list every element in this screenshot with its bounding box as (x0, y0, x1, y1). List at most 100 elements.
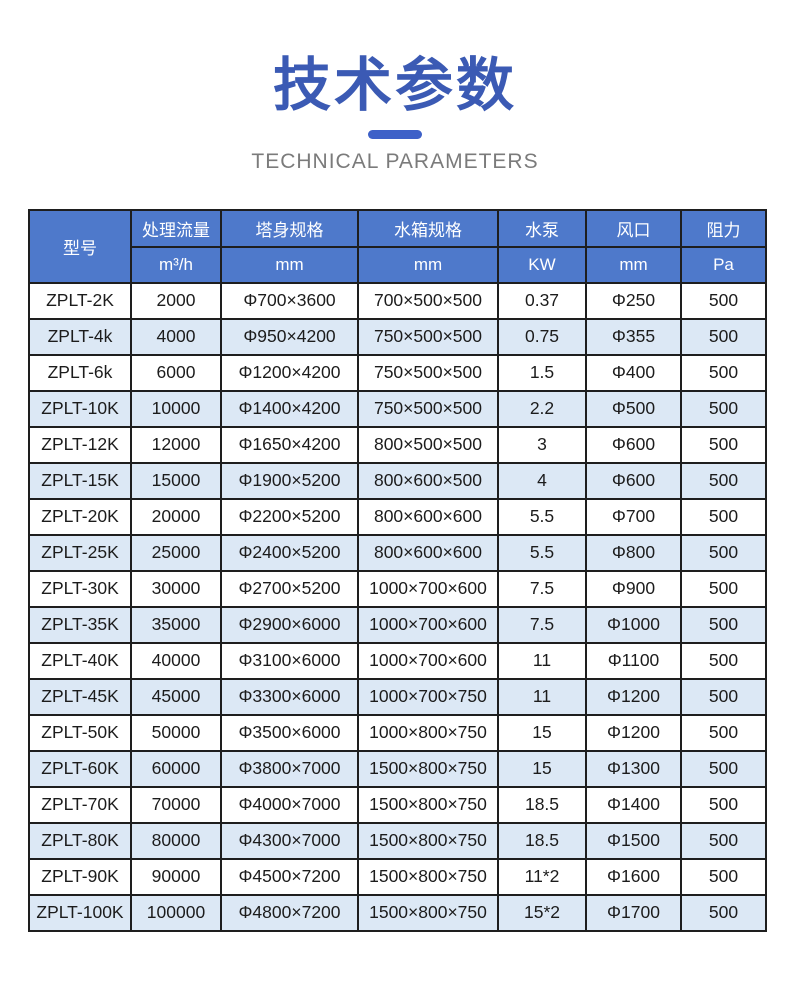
table-cell: ZPLT-20K (28, 497, 132, 536)
table-cell: Φ250 (585, 281, 682, 320)
parameters-table: 型号 处理流量 塔身规格 水箱规格 水泵 风口 阻力 m³/h mm mm KW… (28, 208, 767, 932)
table-cell: ZPLT-15K (28, 461, 132, 500)
table-row: ZPLT-10K 10000 Φ1400×4200 750×500×500 2.2 Φ50… (28, 389, 767, 428)
table-cell: 500 (680, 389, 767, 428)
table-cell: 500 (680, 569, 767, 608)
table-cell: ZPLT-10K (28, 389, 132, 428)
table-cell: 500 (680, 749, 767, 788)
table-cell: ZPLT-45K (28, 677, 132, 716)
table-cell: 100000 (130, 893, 222, 932)
table-cell: 1000×700×600 (357, 641, 499, 680)
table-cell: 500 (680, 317, 767, 356)
table-cell: Φ1700 (585, 893, 682, 932)
table-cell: 750×500×500 (357, 389, 499, 428)
table-cell: 750×500×500 (357, 317, 499, 356)
table-cell: ZPLT-40K (28, 641, 132, 680)
table-cell: 2000 (130, 281, 222, 320)
table-row: ZPLT-45K 45000 Φ3300×6000 1000×700×750 11 Φ12… (28, 677, 767, 716)
table-cell: 500 (680, 713, 767, 752)
table-row: ZPLT-4k 4000 Φ950×4200 750×500×500 0.75 Φ355 5… (28, 317, 767, 356)
table-cell: Φ400 (585, 353, 682, 392)
table-cell: Φ4300×7000 (220, 821, 359, 860)
table-cell: Φ1200 (585, 713, 682, 752)
table-cell: 800×500×500 (357, 425, 499, 464)
table-cell: 1500×800×750 (357, 785, 499, 824)
table-header: 型号 处理流量 塔身规格 水箱规格 水泵 风口 阻力 m³/h mm mm KW… (28, 208, 767, 284)
header-unit-row: m³/h mm mm KW mm Pa (29, 245, 767, 284)
table-cell: ZPLT-25K (28, 533, 132, 572)
table-cell: 20000 (130, 497, 222, 536)
table-cell: ZPLT-6k (28, 353, 132, 392)
table-cell: Φ1200 (585, 677, 682, 716)
table-row: ZPLT-50K 50000 Φ3500×6000 1000×800×750 15 Φ12… (28, 713, 767, 752)
header-label-row: 型号 处理流量 塔身规格 水箱规格 水泵 风口 阻力 (28, 208, 767, 284)
table-cell: 0.75 (497, 317, 587, 356)
page-title: 技术参数 (272, 53, 517, 118)
table-cell: 18.5 (497, 821, 587, 860)
table-cell: 6000 (130, 353, 222, 392)
title-divider (368, 129, 422, 139)
table-row: ZPLT-100K 100000 Φ4800×7200 1500×800×750 15*… (28, 893, 767, 932)
table-cell: 5.5 (497, 497, 587, 536)
table-row: ZPLT-12K 12000 Φ1650×4200 800×500×500 3 Φ600 5… (28, 425, 767, 464)
table-cell: Φ3300×6000 (220, 677, 359, 716)
table-cell: 5.5 (497, 533, 587, 572)
unit-cell-pump: KW (497, 245, 587, 284)
table-cell: 7.5 (497, 605, 587, 644)
table-cell: Φ800 (585, 533, 682, 572)
table-cell: 18.5 (497, 785, 587, 824)
table-cell: Φ1400×4200 (220, 389, 359, 428)
table-cell: 500 (680, 641, 767, 680)
header-cell-resistance: 阻力 (680, 208, 767, 248)
title-block: 技术参数 TECHNICAL PARAMETERS (0, 0, 790, 173)
table-cell: Φ1300 (585, 749, 682, 788)
table-cell: 500 (680, 821, 767, 860)
table-cell: 800×600×600 (357, 533, 499, 572)
table-cell: Φ2900×6000 (220, 605, 359, 644)
table-cell: 10000 (130, 389, 222, 428)
table-row: ZPLT-70K 70000 Φ4000×7000 1500×800×750 18.5 Φ… (28, 785, 767, 824)
table-row: ZPLT-6k 6000 Φ1200×4200 750×500×500 1.5 Φ400 5… (28, 353, 767, 392)
table-cell: ZPLT-60K (28, 749, 132, 788)
table-cell: 3 (497, 425, 587, 464)
table-cell: 1000×700×600 (357, 605, 499, 644)
table-cell: Φ500 (585, 389, 682, 428)
table-cell: 15000 (130, 461, 222, 500)
table-cell: Φ600 (585, 461, 682, 500)
table-cell: Φ2400×5200 (220, 533, 359, 572)
table-row: ZPLT-25K 25000 Φ2400×5200 800×600×600 5.5 Φ80… (28, 533, 767, 572)
table-cell: 45000 (130, 677, 222, 716)
table-cell: Φ600 (585, 425, 682, 464)
table-cell: ZPLT-100K (28, 893, 132, 932)
table-cell: 70000 (130, 785, 222, 824)
table-cell: ZPLT-30K (28, 569, 132, 608)
table-cell: 15 (497, 749, 587, 788)
table-cell: 11 (497, 641, 587, 680)
table-row: ZPLT-90K 90000 Φ4500×7200 1500×800×750 11*2 Φ… (28, 857, 767, 896)
unit-cell-tank-spec: mm (357, 245, 499, 284)
table-cell: 1500×800×750 (357, 821, 499, 860)
table-cell: ZPLT-2K (28, 281, 132, 320)
table-cell: 500 (680, 857, 767, 896)
unit-cell-air-outlet: mm (585, 245, 682, 284)
table-cell: 500 (680, 497, 767, 536)
table-cell: 7.5 (497, 569, 587, 608)
table-row: ZPLT-80K 80000 Φ4300×7000 1500×800×750 18.5 Φ… (28, 821, 767, 860)
table-cell: Φ3100×6000 (220, 641, 359, 680)
table-cell: 1000×800×750 (357, 713, 499, 752)
page-subtitle: TECHNICAL PARAMETERS (251, 149, 539, 173)
table-cell: ZPLT-12K (28, 425, 132, 464)
table-cell: 500 (680, 677, 767, 716)
table-cell: Φ355 (585, 317, 682, 356)
table-cell: ZPLT-90K (28, 857, 132, 896)
table-cell: 80000 (130, 821, 222, 860)
table-row: ZPLT-60K 60000 Φ3800×7000 1500×800×750 15 Φ13… (28, 749, 767, 788)
table-cell: Φ1000 (585, 605, 682, 644)
table-cell: 750×500×500 (357, 353, 499, 392)
table-cell: 1500×800×750 (357, 749, 499, 788)
table-cell: Φ700 (585, 497, 682, 536)
table-row: ZPLT-15K 15000 Φ1900×5200 800×600×500 4 Φ600 5… (28, 461, 767, 500)
table-cell: 35000 (130, 605, 222, 644)
table-cell: 500 (680, 461, 767, 500)
table-cell: 500 (680, 353, 767, 392)
